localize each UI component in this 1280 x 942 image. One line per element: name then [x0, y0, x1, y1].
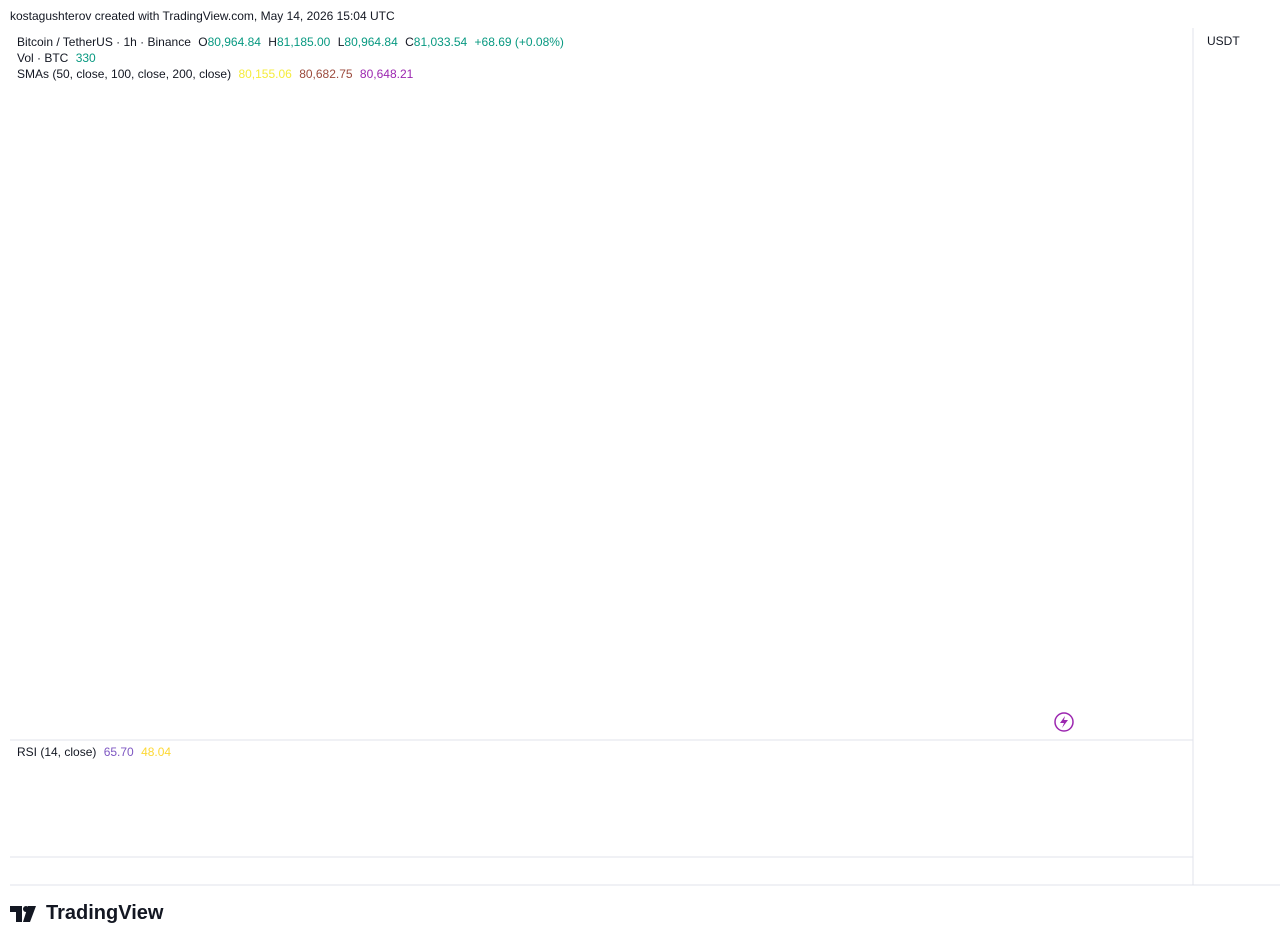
- ohlc-value: 80,964.84: [207, 35, 261, 49]
- sma-value: 80,682.75: [299, 67, 353, 81]
- sma-value: 80,155.06: [238, 67, 292, 81]
- volume-value: 330: [75, 51, 96, 65]
- ohlc-value: 81,033.54: [413, 35, 468, 49]
- credit: kostagushterov created with TradingView.…: [10, 9, 395, 23]
- ohlc-key: H: [268, 35, 277, 49]
- logo-icon: [10, 905, 36, 922]
- ohlc-key: L: [337, 35, 345, 49]
- logo: TradingView: [10, 902, 163, 925]
- symbol-legend: Bitcoin / TetherUS · 1h · Binance O80,96…: [17, 34, 568, 50]
- ohlc-key: O: [198, 35, 208, 49]
- volume-title: Vol · BTC: [17, 51, 69, 65]
- currency: USDT: [1207, 34, 1240, 48]
- sma-value: 80,648.21: [359, 67, 414, 81]
- sma-legend: SMAs (50, close, 100, close, 200, close)…: [17, 66, 417, 82]
- rsi-value: 48.04: [141, 745, 172, 759]
- ohlc-value: 80,964.84: [344, 35, 398, 49]
- rsi-title: RSI (14, close): [17, 745, 97, 759]
- rsi-legend: RSI (14, close) 65.70 48.04: [17, 744, 175, 760]
- ohlc-key: C: [405, 35, 414, 49]
- ohlc-value: 81,185.00: [276, 35, 331, 49]
- logo-text: TradingView: [46, 902, 164, 924]
- volume-legend: Vol · BTC 330: [17, 50, 100, 66]
- alert-icon[interactable]: [1054, 712, 1074, 732]
- rsi-value: 65.70: [103, 745, 134, 759]
- change: +68.69 (+0.08%): [474, 35, 564, 49]
- symbol-title: Bitcoin / TetherUS · 1h · Binance: [17, 35, 191, 49]
- sma-title: SMAs (50, close, 100, close, 200, close): [17, 67, 232, 81]
